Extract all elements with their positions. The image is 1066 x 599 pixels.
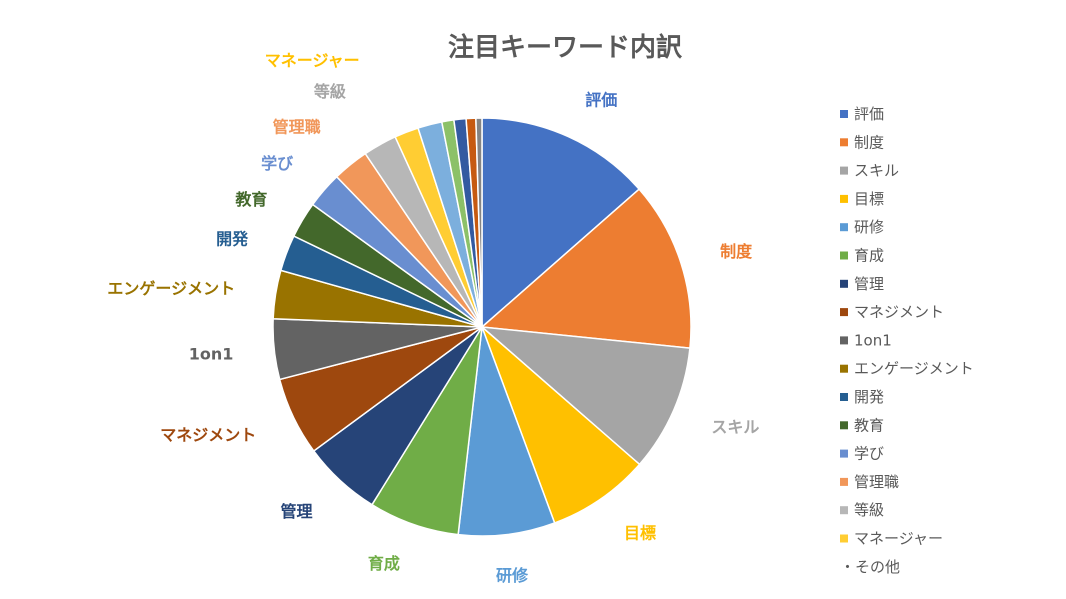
legend-item: 研修 (840, 218, 884, 236)
legend-swatch (840, 110, 848, 118)
legend-label: スキル (854, 162, 899, 180)
slice-label: 管理職 (273, 118, 321, 137)
legend-item: エンゲージメント (840, 360, 974, 378)
legend-swatch (840, 251, 848, 260)
legend-item: 教育 (840, 416, 884, 434)
legend-item: マネジメント (840, 303, 944, 321)
legend-swatch (840, 421, 848, 430)
legend-item: 目標 (840, 190, 884, 208)
legend-item: マネージャー (840, 530, 943, 548)
legend-label: ・その他 (840, 558, 900, 576)
legend-swatch (840, 194, 848, 203)
slice-label: 管理 (280, 502, 312, 521)
pie-slice (481, 117, 641, 329)
pie-slice (481, 326, 641, 524)
slice-label: マネジメント (160, 426, 256, 445)
slice-label: 制度 (720, 242, 753, 261)
legend-label: 育成 (854, 247, 884, 265)
legend-label: 学び (854, 445, 884, 463)
legend-label: マネジメント (854, 303, 944, 321)
slice-label: 1on1 (189, 345, 234, 364)
pie-slice (457, 326, 556, 537)
slice-label: 評価 (585, 90, 617, 109)
slice-label: マネージャー (265, 51, 360, 70)
slice-label: 育成 (368, 554, 400, 573)
legend-item: ・その他 (840, 558, 900, 576)
legend-label: 評価 (854, 105, 884, 123)
legend-swatch (840, 477, 848, 486)
legend-swatch (840, 223, 848, 232)
legend-item: 1on1 (840, 331, 892, 349)
slice-label: 教育 (235, 190, 267, 209)
chart-title: 注目キーワード内訳 (448, 32, 683, 63)
legend-label: 教育 (854, 416, 884, 434)
slice-label: 学び (261, 154, 294, 173)
pie-slice (475, 117, 483, 328)
slice-label: エンゲージメント (107, 279, 235, 298)
legend-item: 等級 (840, 501, 884, 519)
legend-item: 評価 (840, 105, 884, 123)
legend-item: 制度 (840, 133, 884, 151)
legend-label: 1on1 (854, 331, 892, 349)
legend-label: 研修 (854, 218, 884, 236)
legend-swatch (840, 138, 848, 147)
legend-item: 開発 (840, 388, 884, 406)
legend-label: 目標 (854, 190, 884, 208)
legend-item: 管理 (840, 275, 884, 293)
slice-label: 目標 (624, 524, 656, 543)
legend-label: 管理職 (854, 473, 899, 491)
pie-slices (272, 117, 692, 537)
slice-label: 等級 (313, 82, 346, 101)
legend-label: 開発 (854, 388, 884, 406)
legend-label: マネージャー (854, 530, 943, 548)
legend-swatch (840, 534, 848, 543)
legend-swatch (840, 308, 848, 317)
legend-label: 制度 (854, 133, 884, 151)
legend-swatch (840, 336, 848, 345)
slice-label: スキル (711, 418, 759, 437)
legend-swatch (840, 506, 848, 515)
pie-slice (479, 326, 691, 466)
slice-label: 研修 (496, 566, 529, 585)
legend-item: スキル (840, 162, 899, 180)
legend-swatch (840, 364, 848, 373)
legend-label: 管理 (854, 275, 884, 293)
legend-label: 等級 (854, 501, 884, 519)
slice-label: 開発 (216, 229, 249, 248)
legend-swatch (840, 393, 848, 401)
pie-slice (480, 188, 692, 349)
legend-swatch (840, 449, 848, 458)
legend-item: 育成 (840, 247, 884, 265)
legend-item: 学び (840, 445, 884, 463)
legend-item: 管理職 (840, 473, 899, 491)
legend-swatch (840, 166, 848, 175)
legend-swatch (840, 279, 848, 288)
legend-label: エンゲージメント (854, 360, 974, 378)
